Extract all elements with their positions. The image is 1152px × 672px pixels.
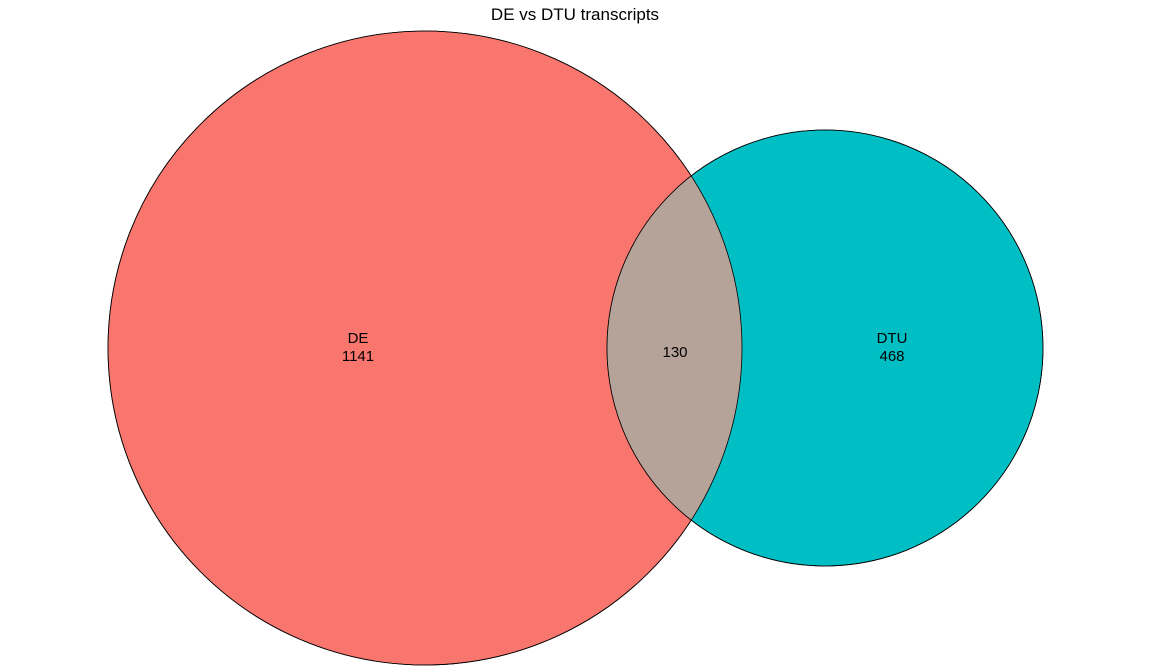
set-outline-de [107,30,743,666]
set-outline-dtu [606,129,1044,567]
intersection-count: 130 [662,344,687,361]
set-label-dtu: DTU [877,330,908,347]
diagram-title: DE vs DTU transcripts [491,5,659,24]
set-count-de: 1141 [342,348,374,365]
set-label-de: DE [348,330,369,347]
intersection-region [607,130,742,566]
set-count-dtu: 468 [879,348,904,365]
